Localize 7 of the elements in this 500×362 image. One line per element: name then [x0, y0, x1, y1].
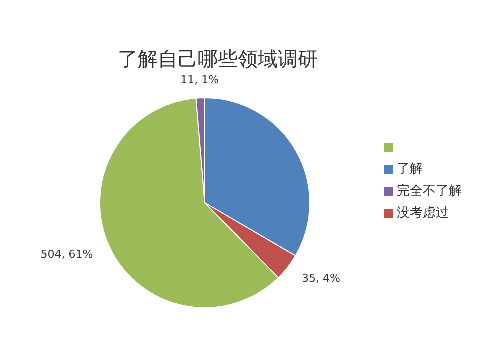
data-label: 35, 4%	[302, 272, 340, 286]
data-label: 11, 1%	[180, 74, 220, 87]
legend-label: 了解	[397, 162, 423, 177]
data-label: 504, 61%	[40, 248, 94, 261]
legend-label: 完全不了解	[397, 184, 462, 199]
chart-title: 了解自己哪些领域调研	[117, 46, 319, 73]
legend-label: 没考虑过	[397, 206, 449, 221]
